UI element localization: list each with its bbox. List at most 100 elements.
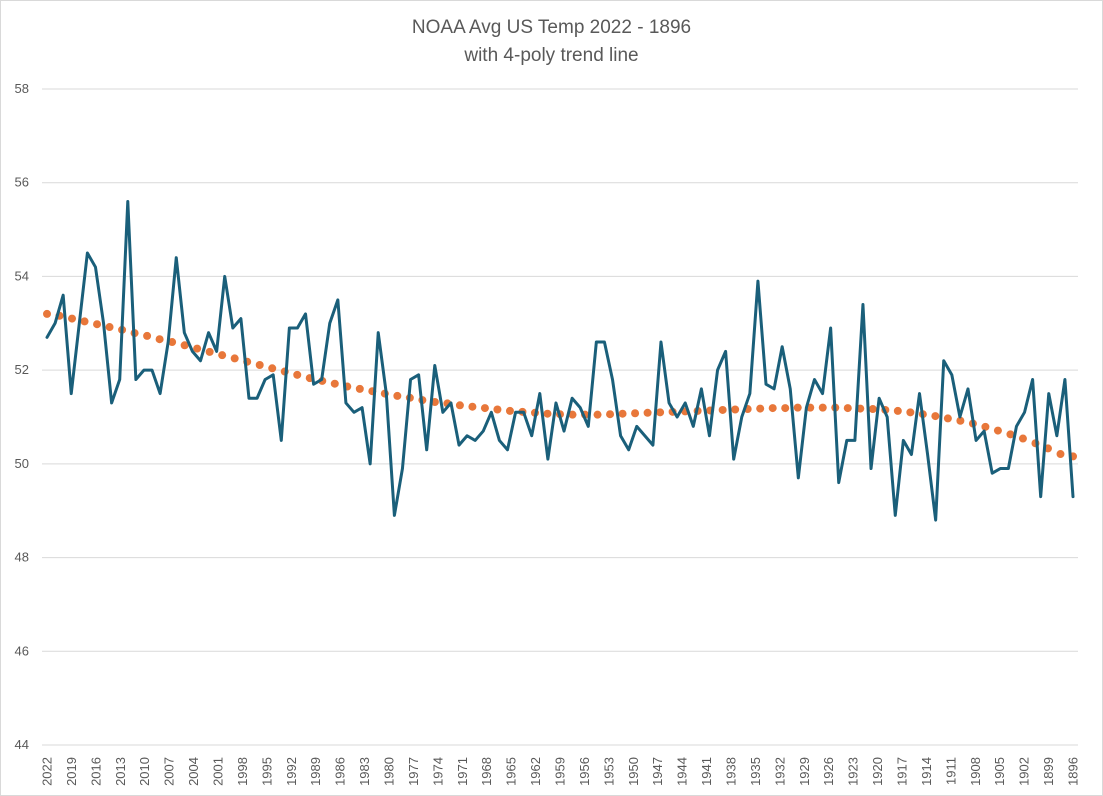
gridlines: [42, 88, 1078, 746]
x-tick-label: 1983: [357, 757, 372, 786]
x-tick-label: 1932: [772, 757, 787, 786]
x-tick-label: 1929: [797, 757, 812, 786]
y-tick-label: 52: [15, 362, 29, 377]
trend-point: [568, 410, 577, 419]
x-tick-label: 1986: [333, 757, 348, 786]
x-tick-label: 1971: [455, 757, 470, 786]
trend-point: [293, 370, 302, 379]
trend-point: [143, 331, 152, 340]
trend-point: [618, 409, 627, 418]
trend-point: [230, 354, 239, 363]
temperature-line: [45, 199, 1075, 522]
trend-point: [1006, 430, 1015, 439]
x-tick-label: 1980: [382, 757, 397, 786]
trend-point: [843, 404, 852, 413]
x-tick-label: 1956: [577, 757, 592, 786]
x-tick-label: 1899: [1041, 757, 1056, 786]
x-tick-label: 1968: [479, 757, 494, 786]
x-tick-label: 1965: [504, 757, 519, 786]
x-tick-label: 1989: [308, 757, 323, 786]
trend-point: [981, 422, 990, 431]
trend-point: [756, 404, 765, 413]
trend-point: [731, 405, 740, 414]
y-tick-label: 48: [15, 550, 29, 565]
trend-point: [1056, 450, 1065, 459]
chart-subtitle: with 4-poly trend line: [464, 45, 639, 66]
x-tick-label: 1992: [284, 757, 299, 786]
trend-point: [1018, 434, 1027, 443]
x-tick-label: 1917: [895, 757, 910, 786]
x-tick-label: 1962: [528, 757, 543, 786]
x-tick-label: 1947: [650, 757, 665, 786]
y-tick-label: 50: [15, 456, 29, 471]
trend-point: [480, 404, 489, 413]
trend-point: [781, 404, 790, 413]
x-tick-label: 1974: [430, 757, 445, 786]
x-tick-label: 1950: [626, 757, 641, 786]
trend-point: [906, 408, 915, 417]
x-axis-ticks: 2022 2019 2016 2013 2010 2007 2004 2001 1998 1995…: [40, 757, 1081, 786]
trend-point: [543, 409, 552, 418]
trend-point: [105, 323, 114, 332]
x-tick-label: 2007: [162, 757, 177, 786]
trend-point: [956, 416, 965, 425]
x-tick-label: 1914: [919, 757, 934, 786]
x-tick-label: 2022: [40, 757, 55, 786]
trend-point: [218, 351, 227, 360]
trend-point: [931, 412, 940, 421]
x-tick-label: 1902: [1017, 757, 1032, 786]
x-tick-label: 1959: [553, 757, 568, 786]
x-tick-label: 1935: [748, 757, 763, 786]
trend-point: [718, 405, 727, 414]
y-tick-label: 54: [15, 268, 29, 283]
x-tick-label: 1938: [724, 757, 739, 786]
trend-point: [643, 408, 652, 417]
trend-point: [993, 426, 1002, 435]
x-tick-label: 1920: [870, 757, 885, 786]
x-tick-label: 1995: [259, 757, 274, 786]
x-tick-label: 1911: [943, 757, 958, 785]
trend-point: [255, 360, 264, 369]
x-tick-label: 1923: [846, 757, 861, 786]
trend-point: [393, 391, 402, 400]
trend-point: [155, 335, 164, 344]
y-tick-label: 44: [15, 737, 29, 752]
x-tick-label: 1896: [1066, 757, 1081, 786]
y-axis-ticks: 44 46 48 50 52 54 56 58: [15, 81, 29, 752]
x-tick-label: 2004: [186, 757, 201, 786]
chart-title-block: NOAA Avg US Temp 2022 - 1896 with 4-poly…: [0, 14, 1103, 70]
trend-point: [493, 405, 502, 414]
trend-point: [205, 347, 214, 356]
trend-point: [868, 405, 877, 414]
trend-point: [93, 320, 102, 329]
trend-point: [193, 344, 202, 353]
trend-point: [505, 406, 514, 415]
trend-point: [268, 364, 277, 373]
x-tick-label: 1944: [675, 757, 690, 786]
x-tick-label: 1998: [235, 757, 250, 786]
x-tick-label: 1908: [968, 757, 983, 786]
trend-point: [893, 406, 902, 415]
chart-title: NOAA Avg US Temp 2022 - 1896: [411, 17, 692, 38]
trend-point: [943, 414, 952, 423]
trend-point: [606, 410, 615, 419]
trend-point: [593, 410, 602, 419]
x-tick-label: 1977: [406, 757, 421, 786]
trend-point: [818, 403, 827, 412]
x-tick-label: 2013: [113, 757, 128, 786]
trend-point: [168, 338, 177, 347]
x-tick-label: 2019: [64, 757, 79, 786]
trend-point: [793, 403, 802, 412]
trend-point: [330, 379, 339, 388]
y-tick-label: 56: [15, 175, 29, 190]
x-tick-label: 1953: [601, 757, 616, 786]
trend-point: [768, 404, 777, 413]
trend-point: [355, 384, 364, 393]
y-tick-label: 58: [15, 81, 29, 96]
trend-point: [631, 409, 640, 418]
x-tick-label: 2010: [137, 757, 152, 786]
x-tick-label: 1926: [821, 757, 836, 786]
trend-point: [656, 408, 665, 417]
y-tick-label: 46: [15, 643, 29, 658]
x-tick-label: 1941: [699, 757, 714, 786]
